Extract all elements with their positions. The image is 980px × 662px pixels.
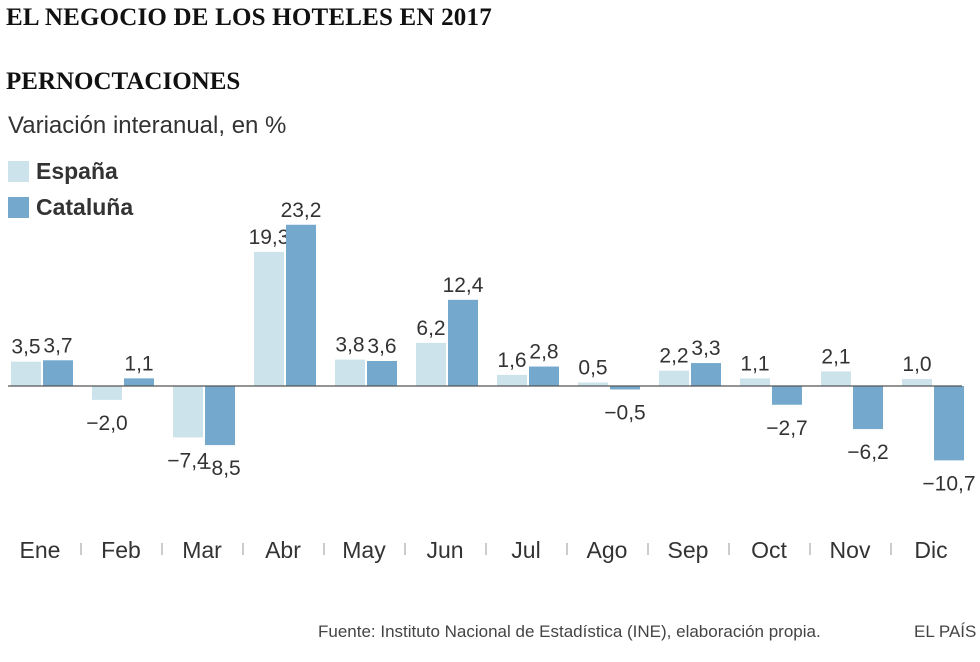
data-label-espana-mar: −7,4: [167, 449, 209, 472]
data-label-cataluna-sep: 3,3: [691, 337, 720, 360]
y-axis-label: Variación interanual, en %: [8, 112, 287, 139]
data-label-espana-ago: 0,5: [578, 357, 607, 380]
bar-espana-abr: [254, 251, 284, 386]
bar-espana-sep: [659, 370, 689, 386]
bar-cataluna-feb: [124, 378, 154, 386]
data-label-cataluna-oct: −2,7: [766, 417, 807, 440]
legend-swatch-espana: [8, 160, 29, 182]
x-tick-nov: Nov: [830, 537, 871, 563]
bar-cataluna-oct: [772, 386, 802, 405]
data-label-espana-jun: 6,2: [416, 317, 445, 340]
data-label-cataluna-may: 3,6: [367, 335, 396, 358]
bar-espana-jul: [497, 374, 527, 386]
bar-cataluna-jul: [529, 366, 559, 386]
bar-cataluna-may: [367, 360, 397, 386]
bar-espana-ago: [578, 382, 608, 386]
data-label-cataluna-feb: 1,1: [124, 352, 153, 375]
data-label-cataluna-abr: 23,2: [281, 199, 322, 222]
x-tick-jun: Jun: [426, 537, 463, 563]
x-tick-ago: Ago: [587, 537, 628, 563]
data-label-espana-oct: 1,1: [740, 352, 769, 375]
data-label-espana-dic: 1,0: [902, 353, 931, 376]
data-label-cataluna-ene: 3,7: [43, 334, 72, 357]
data-label-espana-jul: 1,6: [497, 349, 526, 372]
bar-cataluna-ago: [610, 386, 640, 390]
bar-cataluna-jun: [448, 299, 478, 386]
bar-cataluna-mar: [205, 386, 235, 446]
data-label-cataluna-mar: −8,5: [199, 457, 240, 480]
data-label-espana-ene: 3,5: [11, 336, 40, 359]
bar-cataluna-sep: [691, 363, 721, 386]
data-label-espana-feb: −2,0: [86, 412, 127, 435]
bar-cataluna-dic: [934, 386, 964, 461]
brand-label: EL PAÍS: [914, 622, 977, 641]
data-label-cataluna-ago: −0,5: [604, 401, 645, 424]
chart-title: EL NEGOCIO DE LOS HOTELES EN 2017: [6, 4, 492, 31]
bar-espana-jun: [416, 342, 446, 386]
bar-espana-dic: [902, 379, 932, 386]
data-label-cataluna-jul: 2,8: [529, 341, 558, 364]
x-tick-dic: Dic: [914, 537, 947, 563]
bar-espana-feb: [92, 386, 122, 400]
bar-espana-mar: [173, 386, 203, 438]
bar-cataluna-ene: [43, 360, 73, 386]
data-label-cataluna-dic: −10,7: [922, 472, 975, 495]
x-tick-sep: Sep: [668, 537, 709, 563]
x-tick-ene: Ene: [20, 537, 61, 563]
x-tick-mar: Mar: [182, 537, 222, 563]
bar-cataluna-nov: [853, 386, 883, 430]
bar-espana-may: [335, 359, 365, 386]
legend-label-cataluna: Cataluña: [36, 193, 134, 220]
data-label-espana-abr: 19,3: [249, 226, 290, 249]
legend-label-espana: España: [36, 157, 118, 184]
bar-espana-oct: [740, 378, 770, 386]
legend-item-espana: España: [8, 158, 118, 184]
data-label-cataluna-nov: −6,2: [847, 441, 888, 464]
data-label-cataluna-jun: 12,4: [443, 274, 484, 297]
x-tick-may: May: [342, 537, 386, 563]
data-label-espana-nov: 2,1: [821, 345, 850, 368]
legend-swatch-cataluna: [8, 196, 29, 218]
bar-espana-ene: [11, 361, 41, 386]
x-tick-abr: Abr: [265, 537, 301, 563]
bar-cataluna-abr: [286, 224, 316, 386]
chart-subtitle: PERNOCTACIONES: [6, 68, 241, 95]
x-tick-feb: Feb: [101, 537, 141, 563]
data-label-espana-sep: 2,2: [659, 345, 688, 368]
x-tick-jul: Jul: [511, 537, 540, 563]
source-note: Fuente: Instituto Nacional de Estadístic…: [318, 622, 821, 641]
data-label-espana-may: 3,8: [335, 334, 364, 357]
x-tick-oct: Oct: [751, 537, 787, 563]
legend-item-cataluna: Cataluña: [8, 194, 133, 220]
bar-espana-nov: [821, 371, 851, 386]
